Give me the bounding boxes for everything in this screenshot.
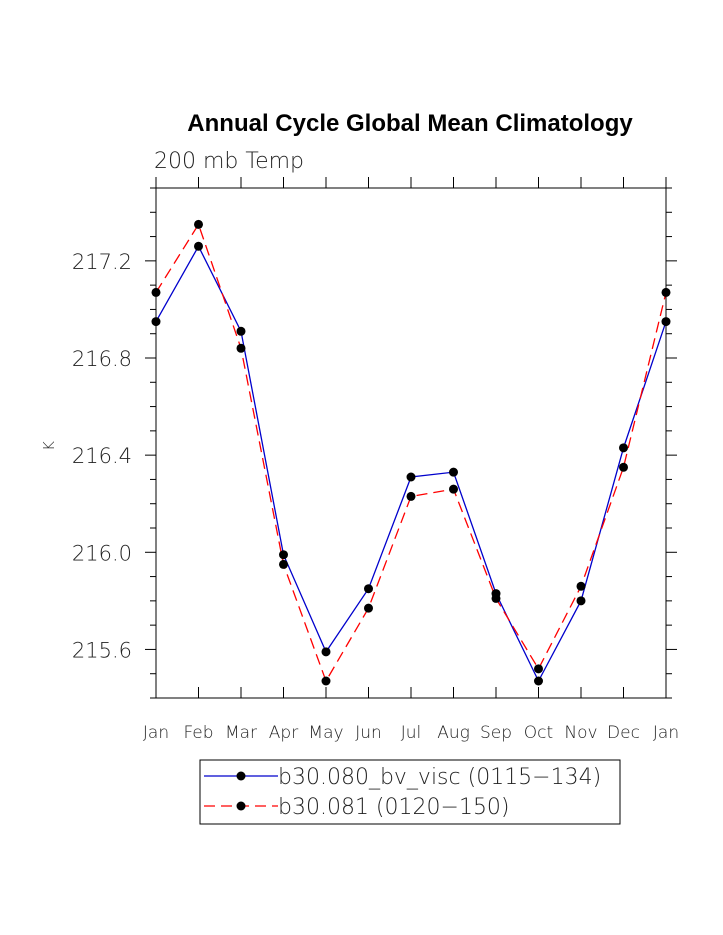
x-tick-label: Jan (143, 723, 169, 743)
series-1-point (534, 664, 543, 674)
series-0-point (151, 317, 161, 327)
series-layer (151, 219, 671, 686)
series-1-point (279, 559, 288, 569)
series-1-point (194, 219, 203, 229)
series-1-point (491, 593, 501, 603)
x-tick-labels: Jan Feb Mar Apr May Jun Jul Aug Sep Oct Nov Dec Jan (143, 723, 679, 743)
series-0-point (449, 467, 458, 477)
y-axis-label: K (40, 441, 58, 451)
series-0-point (534, 676, 543, 686)
series-0-point (364, 584, 373, 594)
series-0-point (619, 443, 628, 453)
x-tick-label: Sep (480, 723, 512, 743)
x-tick-label: Nov (564, 723, 597, 743)
x-tick-label: Mar (225, 723, 257, 743)
series-0-point (236, 326, 246, 336)
series-1-point (406, 491, 416, 501)
y-tick-labels: 215.6 216.0 216.4 216.8 217.2 (72, 250, 132, 663)
series-1-point (449, 484, 458, 494)
series-1-point (321, 676, 331, 686)
x-tick-label: Apr (269, 723, 298, 743)
legend: b30.080_bv_visc (0115−134) b30.081 (0120−… (204, 765, 601, 820)
x-tick-label: Aug (437, 723, 470, 743)
x-tick-label: Jan (653, 723, 679, 743)
y-tick-label: 215.6 (72, 638, 132, 662)
x-tick-label: Feb (183, 723, 213, 743)
series-0-point (279, 550, 288, 560)
x-tick-label: May (308, 723, 343, 743)
series-line-0 (155, 244, 667, 683)
x-tick-label: Jun (355, 723, 382, 743)
series-0-point (661, 317, 671, 327)
legend-box (199, 759, 621, 825)
legend-label-1: b30.081 (0120−150) (278, 795, 510, 820)
x-tick-label: Oct (524, 723, 553, 743)
series-1-point (661, 287, 671, 297)
plot-frame (155, 187, 667, 699)
y-tick-label: 216.8 (72, 347, 132, 371)
y-tick-label: 217.2 (72, 250, 132, 274)
legend-marker-0 (236, 771, 246, 781)
y-tick-label: 216.0 (72, 541, 132, 565)
series-1-point (619, 462, 628, 472)
series-0-point (406, 472, 416, 482)
series-0-point (194, 241, 203, 251)
x-tick-label: Jul (401, 723, 422, 743)
series-line-1 (155, 222, 667, 683)
legend-label-0: b30.080_bv_visc (0115−134) (278, 765, 601, 790)
series-1-point (151, 287, 161, 297)
series-0-point (576, 596, 586, 606)
series-1-point (236, 343, 246, 353)
series-1-point (576, 581, 586, 591)
series-1-point (364, 603, 373, 613)
legend-marker-1 (236, 801, 246, 811)
y-tick-label: 216.4 (72, 444, 132, 468)
x-tick-label: Dec (607, 723, 640, 743)
axis-ticks (145, 177, 677, 699)
chart-title: Annual Cycle Global Mean Climatology (187, 110, 633, 137)
series-0-point (321, 647, 331, 657)
chart-subtitle: 200 mb Temp (154, 149, 304, 174)
